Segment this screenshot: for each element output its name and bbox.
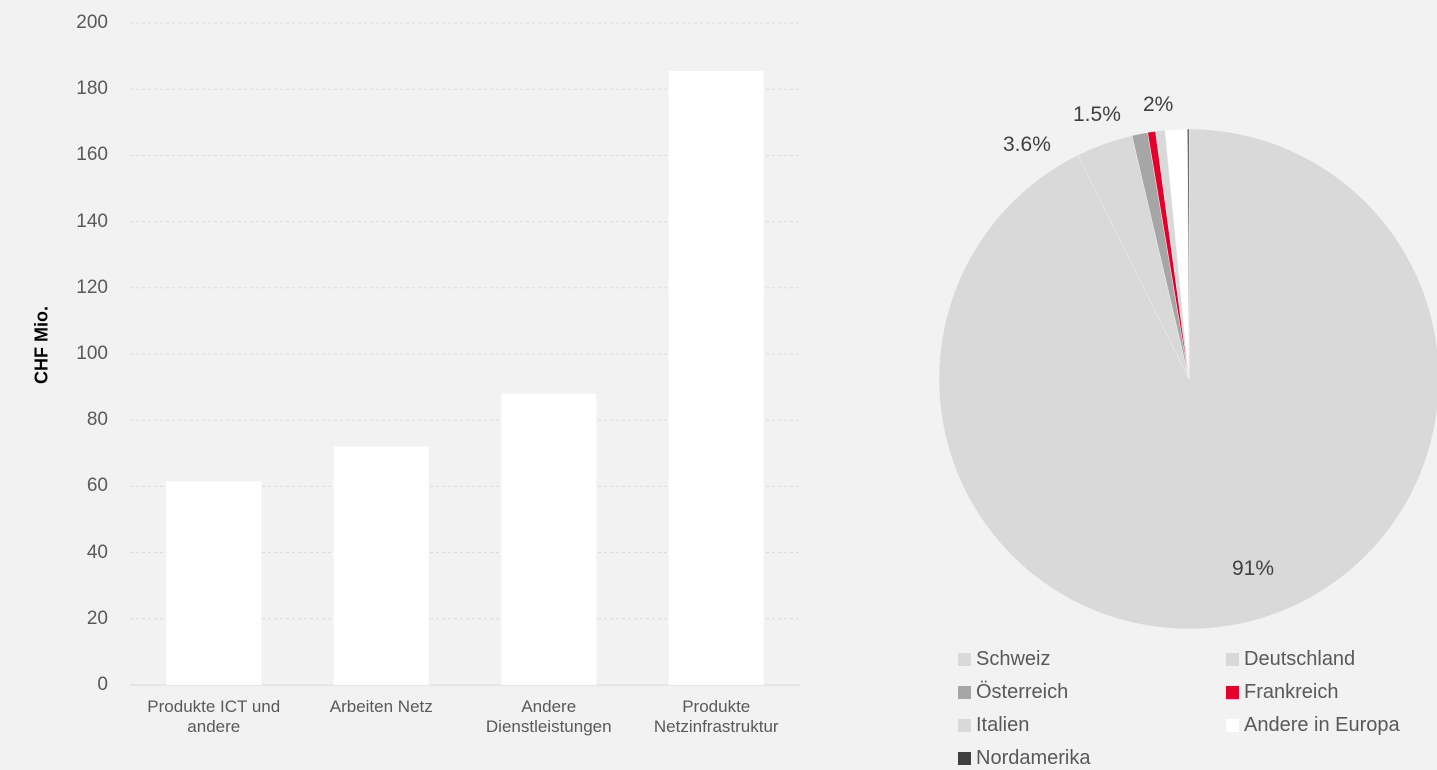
x-category-label: Arbeiten Netz bbox=[291, 697, 471, 717]
x-category-label: Produkte ICT und andere bbox=[124, 697, 304, 737]
x-category-label-line: Arbeiten Netz bbox=[329, 697, 433, 716]
legend-swatch bbox=[1226, 686, 1239, 699]
legend-label: Österreich bbox=[976, 681, 1069, 703]
bar bbox=[166, 481, 262, 685]
legend-item: Schweiz bbox=[958, 648, 1050, 671]
y-tick-label: 200 bbox=[76, 12, 108, 33]
y-tick-label: 0 bbox=[97, 674, 108, 695]
y-tick-label: 40 bbox=[86, 541, 108, 563]
y-tick-label: 140 bbox=[76, 210, 108, 232]
legend-label: Frankreich bbox=[1244, 681, 1339, 703]
y-tick-label: 80 bbox=[86, 409, 108, 431]
legend-swatch bbox=[958, 719, 971, 732]
x-category-label-line: Produkte bbox=[682, 697, 751, 716]
legend-item: Nordamerika bbox=[958, 747, 1090, 770]
y-tick-label: 160 bbox=[76, 144, 108, 166]
legend-label: Nordamerika bbox=[976, 747, 1091, 769]
legend-item: Österreich bbox=[958, 681, 1068, 704]
x-category-label-line: andere bbox=[187, 717, 241, 736]
legend-item: Italien bbox=[958, 714, 1029, 737]
legend-swatch bbox=[958, 686, 971, 699]
legend-label: Schweiz bbox=[976, 648, 1051, 670]
pie-data-label: 2% bbox=[1143, 93, 1174, 116]
x-category-label-line: Produkte ICT und bbox=[147, 697, 281, 716]
bar bbox=[333, 446, 429, 685]
bar-chart bbox=[130, 22, 800, 686]
x-category-label-line: Andere bbox=[521, 697, 577, 716]
legend-item: Frankreich bbox=[1226, 681, 1338, 704]
x-category-label-line: Netzinfrastruktur bbox=[653, 717, 779, 736]
y-tick-label: 20 bbox=[86, 607, 108, 629]
legend-label: Deutschland bbox=[1244, 648, 1356, 670]
pie-data-label: 3.6% bbox=[1003, 133, 1051, 156]
legend-swatch bbox=[958, 653, 971, 666]
y-tick-label: 60 bbox=[86, 475, 108, 497]
legend-label: Andere in Europa bbox=[1244, 714, 1400, 736]
pie-chart bbox=[938, 128, 1437, 630]
x-category-label-line: Dienstleistungen bbox=[485, 717, 612, 736]
y-tick-label: 120 bbox=[76, 276, 108, 298]
bar bbox=[501, 393, 597, 685]
legend-swatch bbox=[958, 752, 971, 765]
pie-slice bbox=[938, 128, 1437, 630]
pie-data-label: 1.5% bbox=[1073, 103, 1121, 126]
legend-item: Deutschland bbox=[1226, 648, 1355, 671]
pie-slice bbox=[1187, 128, 1190, 380]
legend-swatch bbox=[1226, 719, 1239, 732]
pie-data-label: 91% bbox=[1232, 557, 1275, 580]
x-category-label: Produkte Netzinfrastruktur bbox=[626, 697, 806, 737]
y-tick-label: 100 bbox=[76, 343, 108, 364]
legend-swatch bbox=[1226, 653, 1239, 666]
bar bbox=[668, 70, 764, 686]
y-tick-label: 180 bbox=[76, 78, 108, 100]
legend-item: Andere in Europa bbox=[1226, 714, 1400, 737]
legend-label: Italien bbox=[976, 714, 1030, 736]
x-category-label: Andere Dienstleistungen bbox=[459, 697, 639, 737]
